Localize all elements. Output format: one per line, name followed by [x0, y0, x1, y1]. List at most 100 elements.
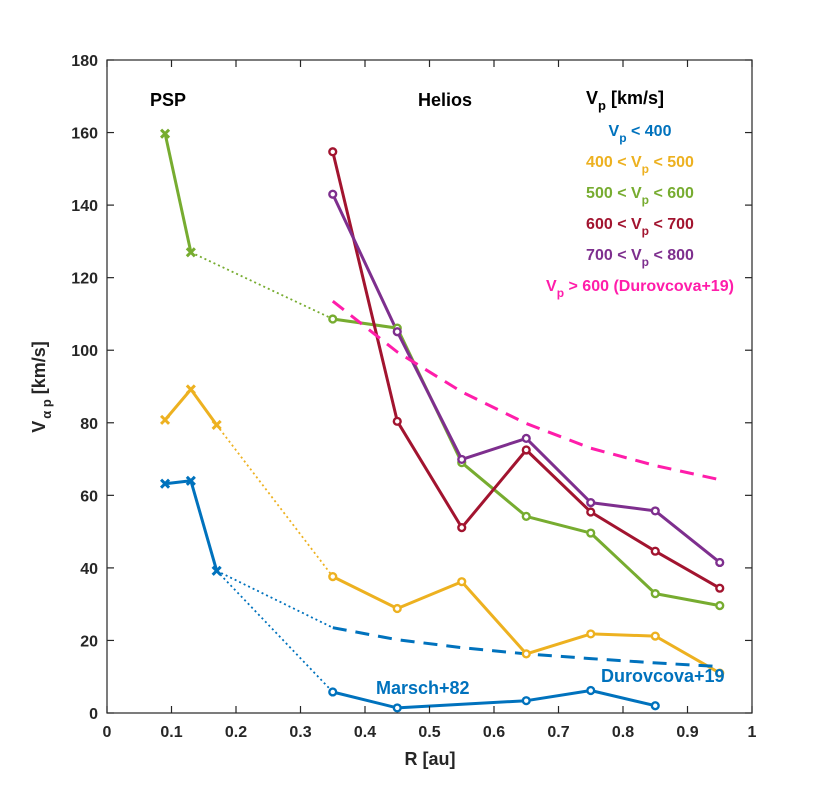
series-1-helios-point	[457, 577, 467, 587]
series-1-link-line	[215, 424, 334, 578]
series-3-helios-point	[521, 445, 531, 455]
series-2-psp-line	[163, 133, 193, 253]
y-tick-label: 80	[80, 416, 98, 433]
legend-entry-subscript: p	[642, 255, 649, 269]
series-1-helios-point	[586, 629, 596, 639]
series-3-helios-point	[650, 546, 660, 556]
legend-entry: 500 < Vp < 600	[586, 185, 694, 207]
x-tick-label: 0.9	[676, 724, 698, 741]
x-marker-stroke	[185, 384, 196, 395]
axis-ticks: 0 0.1 0.2 0.3 0.4 0.5 0.6 0.7 0.8 0.9 1 0 20 40 60 80 10…	[71, 53, 756, 741]
y-tick-label: 60	[80, 488, 98, 505]
x-tick-label: 0.8	[612, 724, 634, 741]
marsch-label: Marsch+82	[376, 678, 470, 698]
legend-entry-prefix: 500 < V	[586, 185, 642, 202]
legend-entry: 400 < Vp < 500	[586, 154, 694, 176]
x-tick-label: 0.3	[289, 724, 311, 741]
legend-title-main: V	[586, 88, 598, 108]
x-marker-stroke	[159, 128, 171, 139]
x-tick-label: 0.2	[225, 724, 247, 741]
series-4-helios-point	[328, 189, 338, 199]
y-axis-label: Vα p [km/s]	[29, 341, 54, 433]
series-0-psp-point	[185, 475, 196, 486]
series-2-link-line	[190, 251, 334, 320]
series-2-helios-point	[521, 511, 531, 521]
durovcova-label: Durovcova+19	[601, 666, 725, 686]
x-marker-stroke	[159, 414, 171, 425]
legend-entry-prefix: 400 < V	[586, 154, 642, 171]
y-axis-label-main: V	[29, 421, 49, 433]
x-marker-stroke	[185, 475, 196, 486]
x-tick-label: 1	[748, 724, 757, 741]
legend-entry-subscript: p	[642, 162, 649, 176]
x-marker-stroke	[159, 478, 171, 489]
series-4-helios-point	[392, 327, 402, 337]
series-5-dashed-curve	[331, 300, 721, 482]
series-3-helios-point	[328, 147, 338, 157]
legend-entry-subscript: p	[642, 193, 649, 207]
x-tick-label: 0.6	[483, 724, 505, 741]
plot-markers	[159, 128, 725, 713]
legend-entry-subscript: p	[557, 286, 564, 300]
series-1-psp-point	[185, 384, 196, 395]
series-6-link-line	[216, 569, 334, 629]
legend-title: Vp [km/s]	[586, 88, 664, 113]
legend-entry-prefix: V	[609, 123, 620, 140]
series-1-helios-point	[650, 631, 660, 641]
x-axis-label: R [au]	[405, 749, 456, 769]
legend-entry-prefix: 600 < V	[586, 216, 642, 233]
series-3-helios-point	[457, 523, 467, 533]
y-tick-label: 40	[80, 561, 98, 578]
legend-entry-subscript: p	[619, 131, 626, 145]
series-0-helios-point	[650, 701, 660, 711]
series-4-helios-point	[650, 506, 660, 516]
psp-label: PSP	[150, 90, 186, 110]
y-tick-label: 120	[71, 271, 98, 288]
y-tick-label: 160	[71, 126, 98, 143]
series-4-helios-point	[586, 497, 596, 508]
x-tick-label: 0.1	[160, 724, 182, 741]
series-3-helios-point	[586, 507, 596, 517]
series-0-psp-point	[159, 478, 171, 489]
legend-title-subscript: p	[598, 98, 606, 113]
series-3-helios-point	[392, 416, 402, 426]
x-marker-stroke	[211, 565, 222, 576]
x-tick-label: 0.5	[418, 724, 440, 741]
series-2-psp-point	[159, 128, 171, 139]
y-tick-label: 20	[80, 633, 98, 650]
series-0-helios-point	[521, 696, 531, 706]
series-0-psp-point	[211, 565, 222, 576]
legend-entry-suffix: < 800	[649, 247, 694, 264]
x-tick-label: 0.7	[547, 724, 569, 741]
x-marker-stroke	[211, 419, 222, 431]
series-1-helios-point	[715, 668, 725, 678]
y-tick-label: 100	[71, 343, 98, 360]
series-4-helios-point	[457, 454, 467, 465]
series-0-helios-point	[328, 687, 338, 697]
series-2-psp-point	[185, 247, 196, 258]
legend-entry-suffix: < 400	[627, 123, 672, 140]
series-2-helios-point	[650, 589, 660, 599]
series-1-helios-point	[392, 603, 402, 614]
series-3-helios-point	[715, 583, 725, 593]
series-2-helios-point	[328, 314, 338, 324]
legend-entry-suffix: < 700	[649, 216, 694, 233]
y-axis-label-subscript: α p	[39, 399, 54, 419]
legend-entry-prefix: 700 < V	[586, 247, 642, 264]
series-4-helios-point	[521, 433, 531, 443]
legend-entry-suffix: < 500	[649, 154, 694, 171]
series-0-helios-point	[586, 685, 596, 696]
y-tick-label: 0	[89, 706, 98, 723]
legend-entry: 700 < Vp < 800	[586, 247, 694, 269]
legend-entry-prefix: V	[546, 278, 557, 295]
legend-entry: Vp < 400	[609, 123, 672, 145]
series-1-helios-point	[521, 649, 531, 659]
y-axis-label-unit: [km/s]	[29, 341, 49, 394]
series-0-helios-point	[392, 703, 402, 713]
x-tick-label: 0	[103, 724, 112, 741]
series-2-helios-point	[586, 528, 596, 538]
y-tick-label: 140	[71, 198, 98, 215]
series-1-psp-point	[159, 414, 171, 425]
